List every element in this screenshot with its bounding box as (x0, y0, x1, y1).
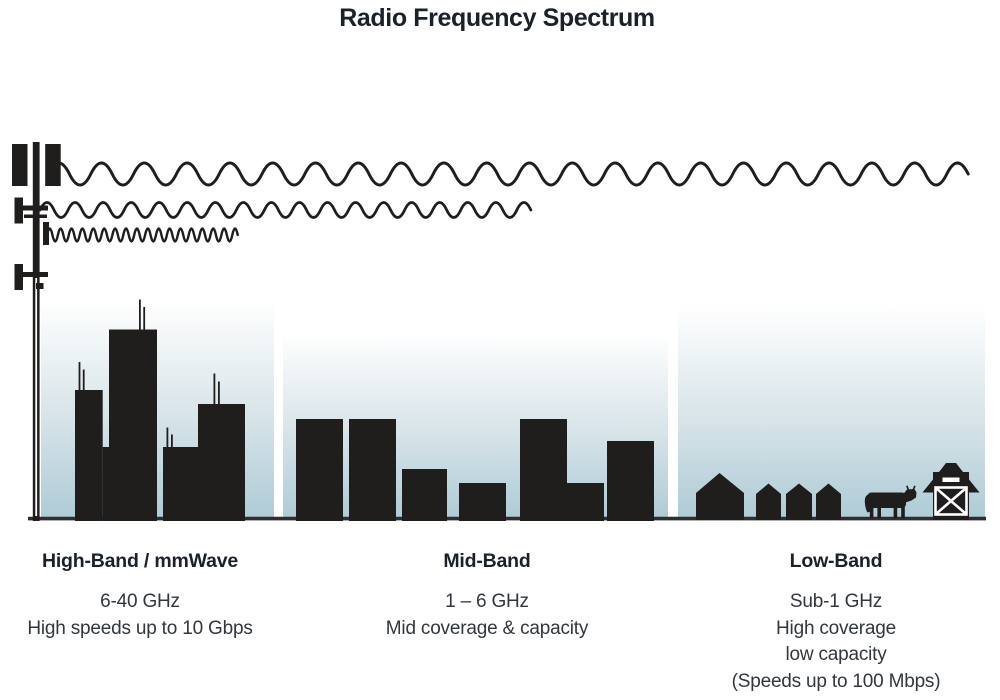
low-band-frequency: Sub-1 GHz (789, 591, 883, 612)
high-band-wave (45, 227, 239, 243)
house-icon (786, 483, 812, 520)
low-band-heading: Low-Band (789, 550, 883, 572)
house-icon (816, 483, 841, 520)
spectrum-art (12, 142, 986, 521)
house-icon (696, 473, 744, 520)
low-band-wave (46, 161, 970, 187)
high-band-frequency: 6-40 GHz (100, 591, 180, 612)
cow-icon (864, 485, 917, 519)
cell-tower-icon (12, 142, 61, 521)
page-title: Radio Frequency Spectrum (339, 4, 655, 32)
mid-band-wave (38, 201, 533, 219)
rooftop-antennas (78, 299, 220, 447)
house-icon (756, 483, 781, 520)
city-skyline-icon (75, 299, 245, 521)
low-band-capacity: low capacity (785, 644, 887, 666)
low-band-label-group: Low-Band Sub-1 GHz High coverage low cap… (716, 550, 956, 695)
barn-icon (922, 463, 980, 520)
mid-band-heading: Mid-Band (443, 550, 531, 572)
high-band-label-group: High-Band / mmWave 6-40 GHz High speeds … (20, 550, 260, 642)
mid-band-frequency: 1 – 6 GHz (445, 591, 529, 612)
high-band-description: High speeds up to 10 Gbps (27, 617, 253, 639)
low-band-coverage: High coverage (776, 617, 896, 639)
low-band-speed: (Speeds up to 100 Mbps) (731, 670, 941, 692)
rural-scene (696, 463, 980, 520)
mid-band-description: Mid coverage & capacity (385, 617, 589, 639)
mid-band-label-group: Mid-Band 1 – 6 GHz Mid coverage & capaci… (367, 550, 607, 642)
midrise-buildings-icon (296, 419, 654, 521)
high-band-heading: High-Band / mmWave (41, 550, 239, 572)
